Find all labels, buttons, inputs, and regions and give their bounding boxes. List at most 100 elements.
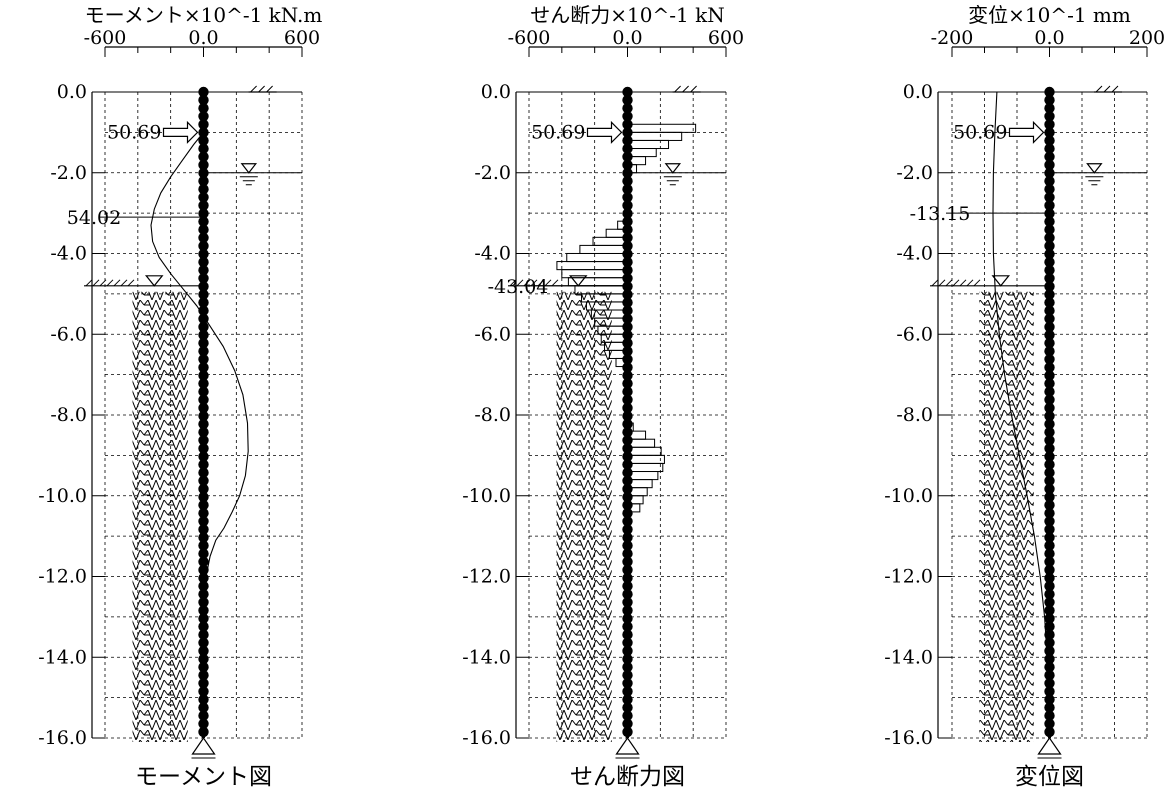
load-arrow-icon xyxy=(162,120,199,144)
x-tick-label: 600 xyxy=(708,27,744,49)
pile-node xyxy=(198,265,209,276)
y-tick-label: -14.0 xyxy=(462,646,511,668)
x-tick-label: -200 xyxy=(931,27,974,49)
pile-node xyxy=(198,321,209,333)
pile-node xyxy=(198,232,209,243)
pile-node xyxy=(1044,135,1055,146)
pile-node xyxy=(198,645,209,657)
ground-hatch-marks xyxy=(674,85,697,93)
excavation-hatch xyxy=(938,279,946,287)
pile-node xyxy=(1044,499,1055,511)
excavation-hatch xyxy=(509,279,517,287)
load-value-label: 50.69 xyxy=(953,121,1007,143)
pile-node xyxy=(1044,94,1055,106)
y-tick-label: -4.0 xyxy=(474,243,511,265)
pile-node xyxy=(198,216,209,227)
y-tick-label: -4.0 xyxy=(50,243,87,265)
x-tick-label: -600 xyxy=(84,27,127,49)
y-tick-label: -14.0 xyxy=(38,646,87,668)
shear-bar xyxy=(627,462,664,473)
excavation-water-triangle-icon xyxy=(569,275,588,287)
pile-node xyxy=(1044,119,1055,130)
pile-node xyxy=(198,524,209,535)
pile-node xyxy=(622,362,633,373)
pile-node xyxy=(1044,159,1055,171)
pile-node xyxy=(1044,605,1055,616)
y-tick-label: -8.0 xyxy=(50,404,87,426)
y-tick-label: -16.0 xyxy=(884,727,933,749)
y-tick-label: -2.0 xyxy=(896,162,933,184)
pile-node xyxy=(1044,200,1055,211)
water-level-dashes xyxy=(663,176,682,186)
y-tick-label: -16.0 xyxy=(38,727,87,749)
pile-node xyxy=(1044,362,1055,373)
y-tick-label: -6.0 xyxy=(50,323,87,345)
pile-node xyxy=(622,192,633,203)
pile-node xyxy=(198,135,209,146)
pile-node xyxy=(1044,216,1055,227)
pile-node xyxy=(1044,427,1055,438)
excavation-hatch xyxy=(516,279,524,287)
pile-node xyxy=(622,702,633,713)
pin-support-icon xyxy=(191,736,216,755)
pile-node xyxy=(1044,321,1055,333)
pile-node xyxy=(1044,410,1055,422)
excavation-hatch xyxy=(523,279,531,287)
y-tick-label: 0.0 xyxy=(903,81,933,103)
pile-node xyxy=(622,564,633,576)
pile-node xyxy=(198,200,209,211)
load-value-label: 50.69 xyxy=(107,121,161,143)
pile-node xyxy=(198,532,209,543)
pile-node xyxy=(198,418,209,430)
pile-node xyxy=(1044,289,1055,300)
pile-node xyxy=(198,103,209,114)
water-level-dashes xyxy=(239,176,258,186)
pile-node xyxy=(622,548,633,559)
pile-node xyxy=(1044,281,1055,292)
shear-bar xyxy=(627,131,683,141)
pile-node xyxy=(622,103,633,114)
pile-node xyxy=(622,532,633,543)
pile-node xyxy=(1044,540,1055,551)
pile-node xyxy=(622,184,633,195)
pile-node xyxy=(198,313,209,324)
pile-node xyxy=(198,508,209,519)
pile-node xyxy=(198,346,209,357)
pile-node xyxy=(1044,475,1055,486)
shear-bar xyxy=(627,164,638,174)
pile-node xyxy=(1044,143,1055,154)
excavation-hatch xyxy=(92,279,100,287)
pile-node xyxy=(198,175,209,187)
excavation-hatch xyxy=(931,279,939,287)
pile-node xyxy=(1044,678,1055,689)
pile-node xyxy=(198,337,209,349)
excavation-water-triangle-icon xyxy=(991,275,1010,287)
pile-node xyxy=(198,516,209,527)
excavation-hatch xyxy=(537,279,545,287)
shear-bar xyxy=(627,172,630,182)
pile-node xyxy=(622,589,633,600)
pile-node xyxy=(1044,670,1055,681)
pile-node xyxy=(622,540,633,551)
pile-node xyxy=(622,394,633,405)
pile-node xyxy=(622,726,633,738)
excavation-hatch xyxy=(952,279,960,287)
excavation-hatch xyxy=(959,279,967,287)
pile-node xyxy=(1044,175,1055,187)
chart-caption: 変位図 xyxy=(1015,764,1084,790)
excavation-hatch xyxy=(85,279,93,287)
pile-node xyxy=(198,637,209,648)
pile-node xyxy=(198,329,209,341)
excavation-hatch xyxy=(120,279,128,287)
pile-node xyxy=(1044,435,1055,446)
excavation-hatch xyxy=(106,279,114,287)
excavation-hatch xyxy=(544,279,552,287)
pile-node xyxy=(198,370,209,381)
pile-node xyxy=(198,629,209,640)
moment-curve xyxy=(150,132,249,739)
pile-node xyxy=(198,402,209,414)
pile-node xyxy=(622,637,633,648)
shear-bar xyxy=(579,244,628,254)
pile-node xyxy=(198,111,209,122)
pile-node xyxy=(198,240,209,252)
